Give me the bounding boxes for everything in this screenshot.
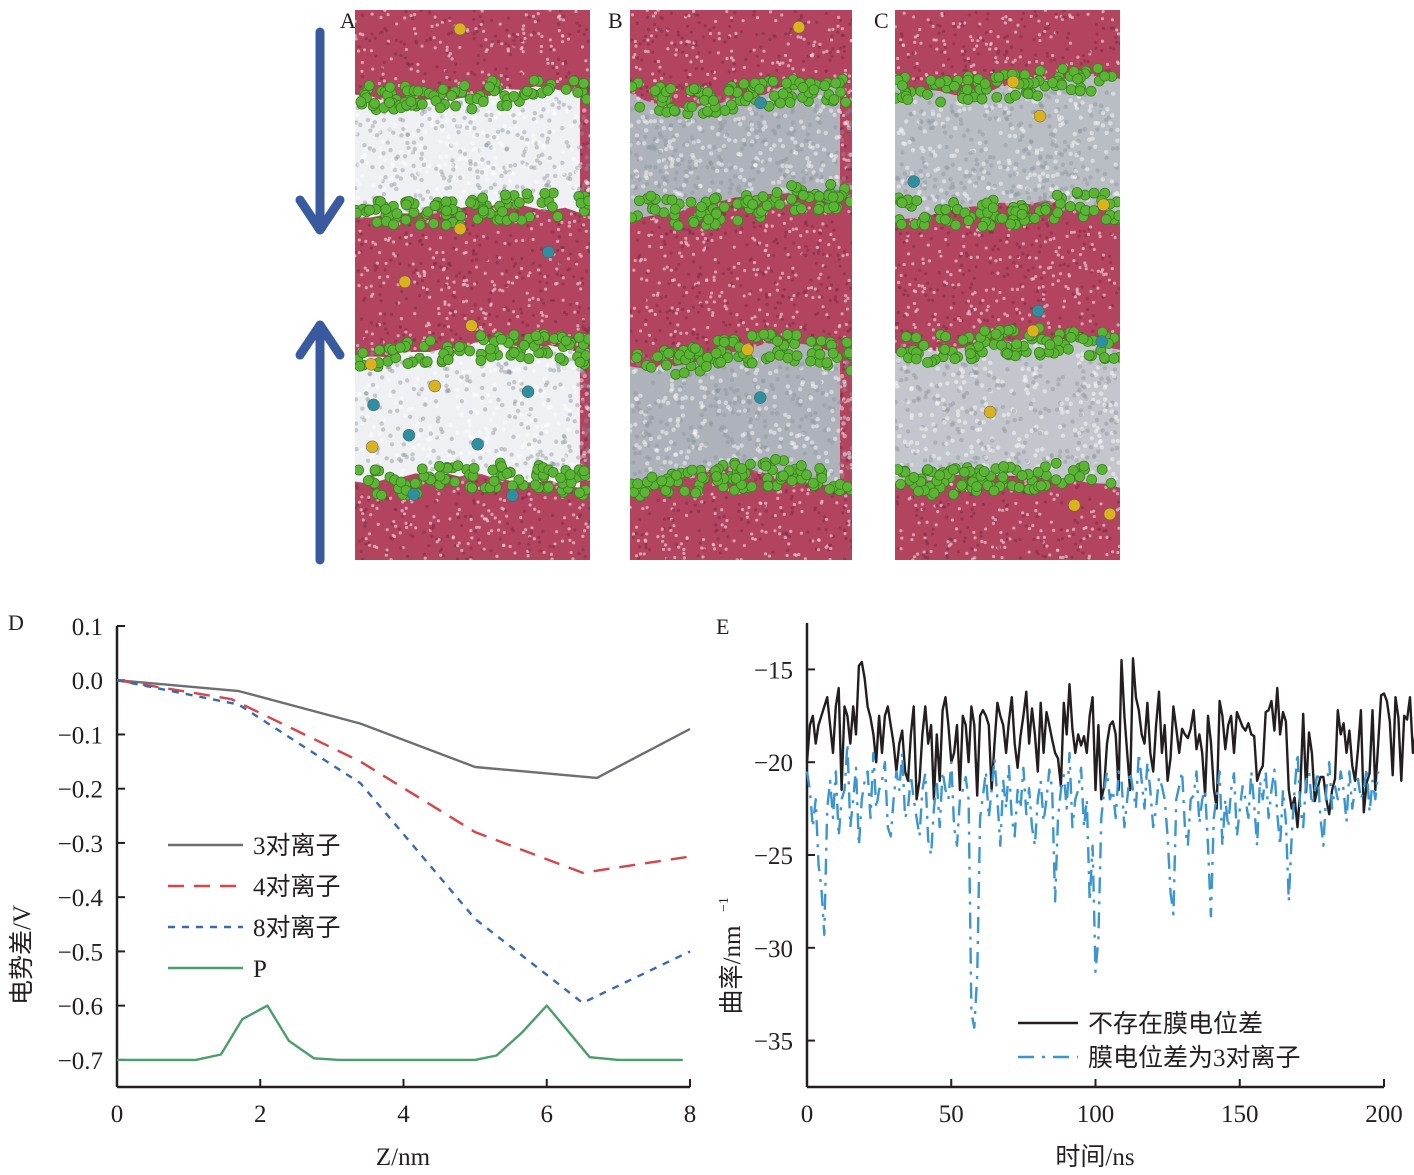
series-line-2 — [116, 679, 691, 1005]
ion — [521, 385, 535, 398]
ion — [1103, 507, 1117, 521]
ion — [465, 319, 478, 332]
y-tick-label: 0.1 — [72, 614, 103, 641]
chart-d-xlabel: Z/nm — [376, 1144, 431, 1171]
ion — [365, 440, 379, 454]
ion — [1095, 335, 1109, 348]
ion — [398, 275, 412, 289]
simulation-snapshot-b — [630, 10, 852, 560]
chart-d-series — [116, 679, 691, 1062]
y-tick-label: −0.2 — [58, 777, 103, 804]
x-tick-label: 150 — [1221, 1101, 1259, 1128]
ion — [453, 22, 467, 36]
x-tick-label: 2 — [254, 1101, 267, 1128]
ion — [754, 96, 767, 110]
chart-e-ticks: 0 50 100 150 200 −15 −20 −25 −30 −35 — [754, 657, 1403, 1128]
ion — [983, 405, 997, 419]
chart-e-series — [805, 657, 1414, 1029]
chart-e-ylabel: 曲率/nm — [718, 925, 746, 1014]
panel-label-d: D — [8, 610, 24, 635]
y-tick-label: −0.7 — [58, 1048, 103, 1075]
legend-label: 4对离子 — [253, 873, 341, 901]
ion — [471, 437, 484, 451]
ion — [542, 245, 555, 259]
lipid-bilayer — [895, 62, 1120, 232]
y-tick-label: −20 — [754, 750, 793, 777]
legend-label: P — [253, 956, 267, 983]
y-tick-label: −0.3 — [58, 831, 103, 858]
panel-label-e: E — [716, 614, 730, 639]
ion — [1026, 324, 1040, 338]
x-tick-label: 6 — [541, 1101, 554, 1128]
legend-label: 膜电位差为3对离子 — [1088, 1044, 1301, 1072]
legend-label: 8对离子 — [253, 914, 341, 942]
x-tick-label: 100 — [1077, 1101, 1115, 1128]
down-arrow-icon — [295, 27, 345, 235]
panel-label-c: C — [874, 8, 889, 33]
ion — [1006, 75, 1020, 89]
ion — [364, 358, 378, 371]
ion — [907, 175, 920, 188]
ion — [1068, 499, 1081, 512]
series-line-1 — [116, 679, 691, 874]
ion — [792, 20, 806, 34]
chart-e-ylabel-group: 曲率/nm −1 — [717, 897, 746, 1014]
ion — [1033, 109, 1047, 123]
ion — [407, 488, 420, 501]
series-line-1 — [805, 742, 1380, 1029]
chart-e-curvature: 0 50 100 150 200 −15 −20 −25 −30 −35 不存在膜电位差膜电位差为… — [717, 623, 1414, 1171]
panel-label-a: A — [340, 8, 356, 33]
y-tick-label: −0.4 — [58, 885, 104, 912]
chart-d-ylabel: 电势差/V — [8, 905, 36, 1005]
chart-e-xlabel: 时间/ns — [1055, 1143, 1134, 1171]
x-tick-label: 0 — [111, 1101, 124, 1128]
lipid-bilayer — [895, 322, 1120, 501]
chart-e-ylabel-superscript: −1 — [717, 897, 732, 912]
ion — [453, 222, 467, 236]
y-tick-label: −0.6 — [58, 994, 103, 1021]
legend-label: 不存在膜电位差 — [1088, 1010, 1263, 1038]
y-tick-label: −30 — [754, 936, 793, 963]
ion — [367, 398, 380, 412]
ion — [741, 343, 754, 356]
x-tick-label: 0 — [801, 1101, 814, 1128]
x-tick-label: 200 — [1365, 1101, 1403, 1128]
series-line-0 — [805, 657, 1414, 829]
series-line-3 — [117, 1004, 683, 1062]
lipid-bilayer — [630, 328, 852, 502]
y-tick-label: −0.1 — [58, 722, 103, 749]
y-tick-label: 0.0 — [72, 668, 103, 695]
ion — [402, 428, 416, 442]
x-tick-label: 4 — [397, 1101, 410, 1128]
y-tick-label: −35 — [754, 1029, 793, 1056]
x-tick-label: 8 — [684, 1101, 697, 1128]
y-tick-label: −25 — [754, 843, 793, 870]
legend-label: 3对离子 — [253, 832, 341, 860]
lipid-bilayer — [355, 328, 590, 501]
simulation-snapshot-c — [895, 10, 1120, 560]
series-line-0 — [116, 679, 691, 780]
chart-d-legend: 3对离子 4对离子 8对离子 P — [168, 832, 341, 983]
y-tick-label: −0.5 — [58, 939, 103, 966]
ion — [1031, 304, 1045, 318]
ion — [1097, 198, 1110, 212]
chart-d-potential: 0 2 4 6 80.10.0−0.1−0.2−0.3−0.4−0.5−0.6−0.7 … — [8, 614, 697, 1171]
up-arrow-icon — [295, 320, 345, 565]
lipid-bilayer — [630, 73, 852, 232]
y-tick-label: −15 — [754, 657, 793, 684]
chart-d-ticks: 0 2 4 6 8 0.1 0.0 −0.1 −0.2 −0.3 −0.4 −0.5 −0.6 −0.7 — [58, 614, 697, 1128]
ion — [753, 391, 767, 404]
panel-label-b: B — [608, 8, 623, 33]
x-tick-label: 50 — [939, 1101, 964, 1128]
lipid-bilayer — [355, 75, 590, 231]
direction-arrows — [295, 27, 345, 565]
ion — [428, 379, 441, 393]
simulation-snapshot-a — [355, 10, 590, 560]
ion — [506, 489, 519, 502]
